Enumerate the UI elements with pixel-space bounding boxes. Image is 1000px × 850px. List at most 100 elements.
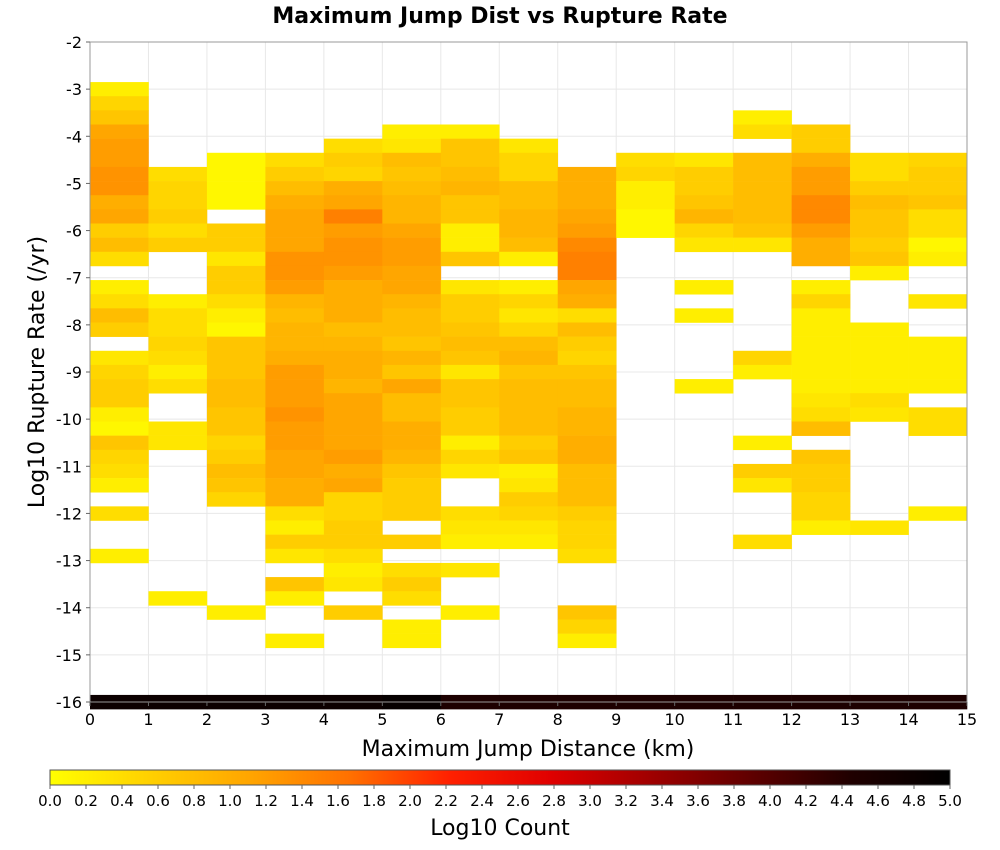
heatmap-cell — [206, 152, 266, 168]
heatmap-cell — [148, 435, 208, 451]
heatmap-cell — [616, 209, 675, 224]
heatmap-cell — [206, 322, 266, 337]
y-axis-ticks: -2 -3 -4 -5 -6 -7 -8 -9 -10 -11 -12 -13 -14 -15 -16 — [56, 33, 90, 712]
heatmap-cell — [206, 463, 266, 479]
heatmap-cell — [908, 506, 968, 521]
heatmap-cell — [850, 393, 909, 408]
heatmap-cell — [206, 492, 266, 507]
colorbar-tick-label: 4.8 — [902, 792, 926, 810]
heatmap-cell — [323, 322, 383, 337]
colorbar-tick-label: 1.0 — [218, 792, 242, 810]
heatmap-cell — [440, 407, 500, 422]
heatmap-cell — [557, 308, 617, 323]
heatmap-cell — [90, 138, 149, 154]
heatmap-cell — [323, 393, 383, 408]
heatmap-cell — [382, 251, 442, 267]
heatmap-cell — [440, 181, 500, 196]
heatmap-cell — [791, 251, 851, 267]
heatmap-cell — [440, 308, 500, 323]
heatmap-cell — [557, 294, 617, 309]
y-tick-label: -14 — [56, 599, 82, 618]
y-tick-label: -11 — [56, 457, 82, 476]
heatmap-cell — [733, 364, 792, 380]
heatmap-cell — [557, 619, 617, 634]
heatmap-cell — [499, 209, 559, 224]
heatmap-cell — [90, 421, 149, 436]
x-axis-label: Maximum Jump Distance (km) — [362, 737, 695, 762]
heatmap-cell — [90, 435, 149, 451]
colorbar-tick-label: 0.4 — [110, 792, 134, 810]
heatmap-cell — [440, 520, 500, 535]
heatmap-cell — [791, 124, 851, 139]
heatmap-cell — [557, 534, 617, 550]
x-tick-label: 7 — [494, 710, 504, 729]
heatmap-cell — [206, 478, 266, 493]
heatmap-cell — [265, 308, 325, 323]
heatmap-cell — [148, 379, 208, 394]
colorbar-label: Log10 Count — [430, 816, 570, 841]
heatmap-cell — [616, 195, 675, 210]
heatmap-cell — [90, 195, 149, 210]
heatmap-cell — [674, 280, 734, 295]
heatmap-cell — [499, 520, 559, 535]
y-tick-label: -15 — [56, 646, 82, 665]
heatmap-cell — [323, 308, 383, 323]
heatmap-cell — [499, 492, 559, 507]
heatmap-cell — [382, 506, 442, 521]
heatmap-cell — [265, 223, 325, 238]
heatmap-cell — [323, 463, 383, 479]
heatmap-cell — [440, 209, 500, 224]
x-tick-label: 10 — [664, 710, 684, 729]
heatmap-cell — [323, 251, 383, 267]
x-tick-label: 3 — [260, 710, 270, 729]
heatmap-cell — [90, 237, 149, 253]
heatmap-cell — [733, 350, 792, 366]
heatmap-cell — [265, 379, 325, 394]
heatmap-cell — [791, 181, 851, 196]
heatmap-cell — [206, 449, 266, 465]
heatmap-cell — [90, 223, 149, 238]
colorbar-tick-label: 4.4 — [830, 792, 854, 810]
heatmap-cell — [90, 322, 149, 337]
heatmap-cell — [382, 379, 442, 394]
heatmap-cell — [791, 280, 851, 295]
heatmap-cell — [557, 364, 617, 380]
heatmap-cell — [90, 364, 149, 380]
colorbar-tick-label: 0.0 — [38, 792, 62, 810]
heatmap-cell — [323, 237, 383, 253]
heatmap-cell — [733, 223, 792, 238]
heatmap-cell — [440, 605, 500, 620]
heatmap-cell — [440, 294, 500, 309]
heatmap-cell — [148, 336, 208, 352]
heatmap-cell — [674, 379, 734, 394]
heatmap-cell — [733, 195, 792, 210]
heatmap-cell — [908, 364, 968, 380]
heatmap-cell — [148, 209, 208, 224]
colorbar-ticks: 0.0 0.2 0.4 0.6 0.8 1.0 1.2 1.4 1.6 1.8 2.0 2.2 2.4 2… — [38, 785, 962, 810]
heatmap-cell — [850, 336, 909, 352]
heatmap-cell — [90, 152, 149, 168]
heatmap-cell — [908, 407, 968, 422]
colorbar-tick-label: 1.2 — [254, 792, 278, 810]
heatmap-cell — [733, 435, 792, 451]
heatmap-cell — [440, 336, 500, 352]
heatmap-cell — [323, 223, 383, 238]
heatmap-cell — [323, 265, 383, 281]
y-tick-label: -2 — [66, 33, 82, 52]
x-tick-label: 12 — [781, 710, 801, 729]
heatmap-cell — [557, 421, 617, 436]
heatmap-cell — [499, 435, 559, 451]
heatmap-cell — [791, 520, 851, 535]
heatmap-cell — [499, 336, 559, 352]
heatmap-cell — [90, 181, 149, 196]
heatmap-cell — [265, 152, 325, 168]
heatmap-cell — [265, 181, 325, 196]
heatmap-cell — [265, 251, 325, 267]
heatmap-cell — [206, 421, 266, 436]
colorbar-tick-label: 3.6 — [686, 792, 710, 810]
heatmap-cell — [206, 336, 266, 352]
heatmap-cell — [323, 195, 383, 210]
heatmap-cell — [265, 209, 325, 224]
heatmap-cell — [382, 181, 442, 196]
heatmap-cell — [557, 350, 617, 366]
